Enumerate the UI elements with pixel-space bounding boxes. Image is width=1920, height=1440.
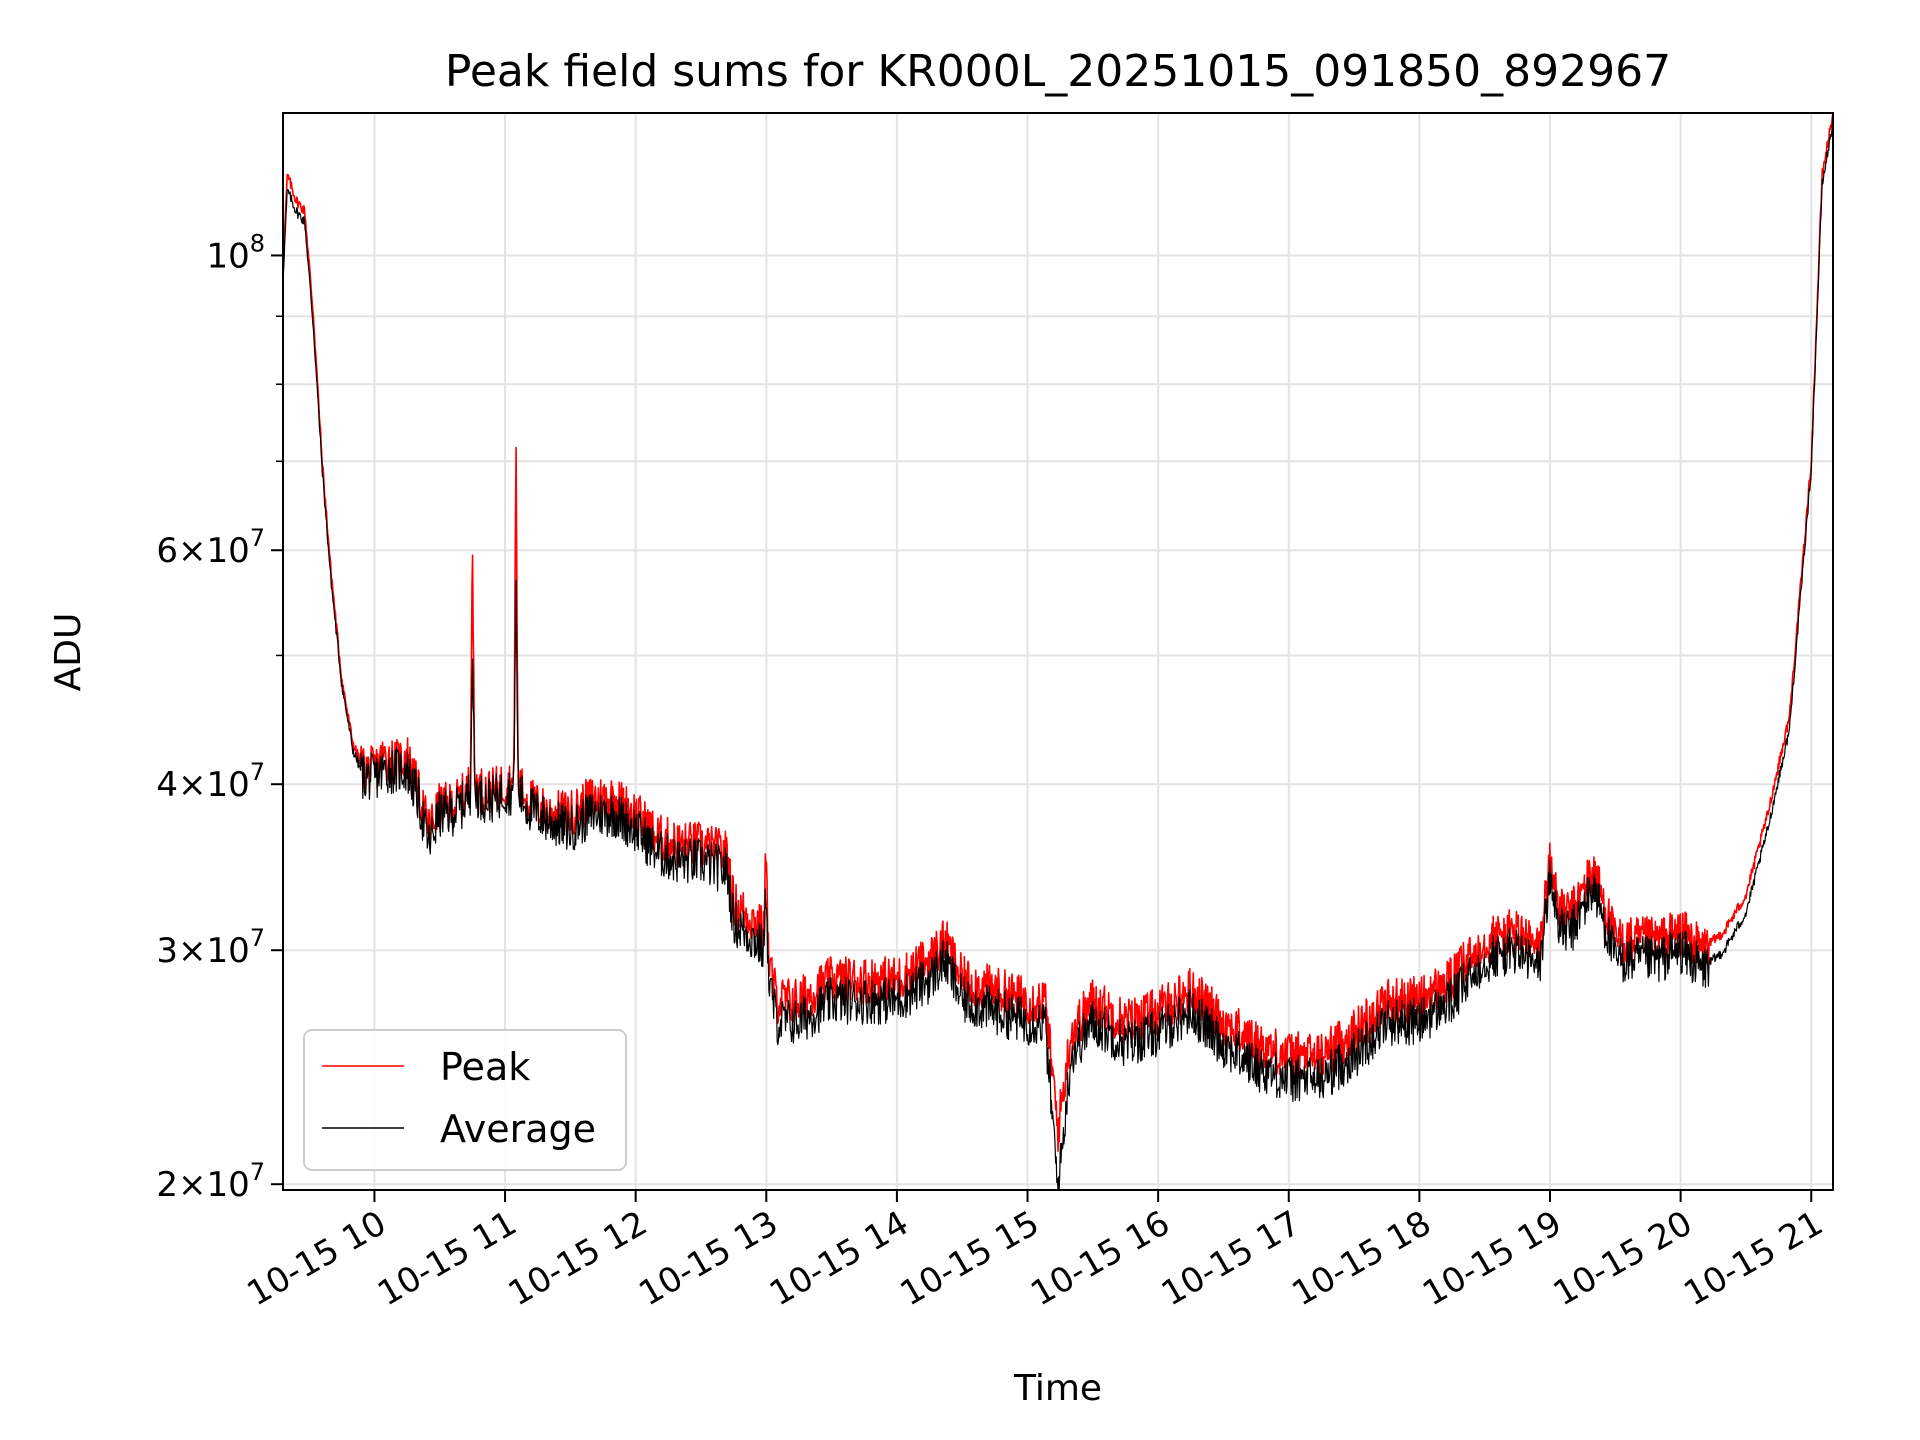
y-tick-label: 2×107 [156,1158,265,1205]
legend: Peak Average [303,1029,627,1171]
legend-label-peak: Peak [440,1045,530,1089]
legend-label-average: Average [440,1107,596,1151]
y-tick-label: 3×107 [156,924,265,971]
chart-title: Peak field sums for KR000L_20251015_0918… [445,46,1671,97]
legend-box [303,1029,627,1171]
plot-frame [282,112,1834,1191]
y-axis-label: ADU [48,613,89,692]
y-tick-label: 4×107 [156,758,265,805]
y-axis: 2×107 3×107 4×107 6×107 108 [156,229,283,1205]
y-tick-label: 108 [206,229,265,276]
y-tick-label: 6×107 [156,524,265,571]
x-axis-label: Time [1013,1368,1102,1409]
